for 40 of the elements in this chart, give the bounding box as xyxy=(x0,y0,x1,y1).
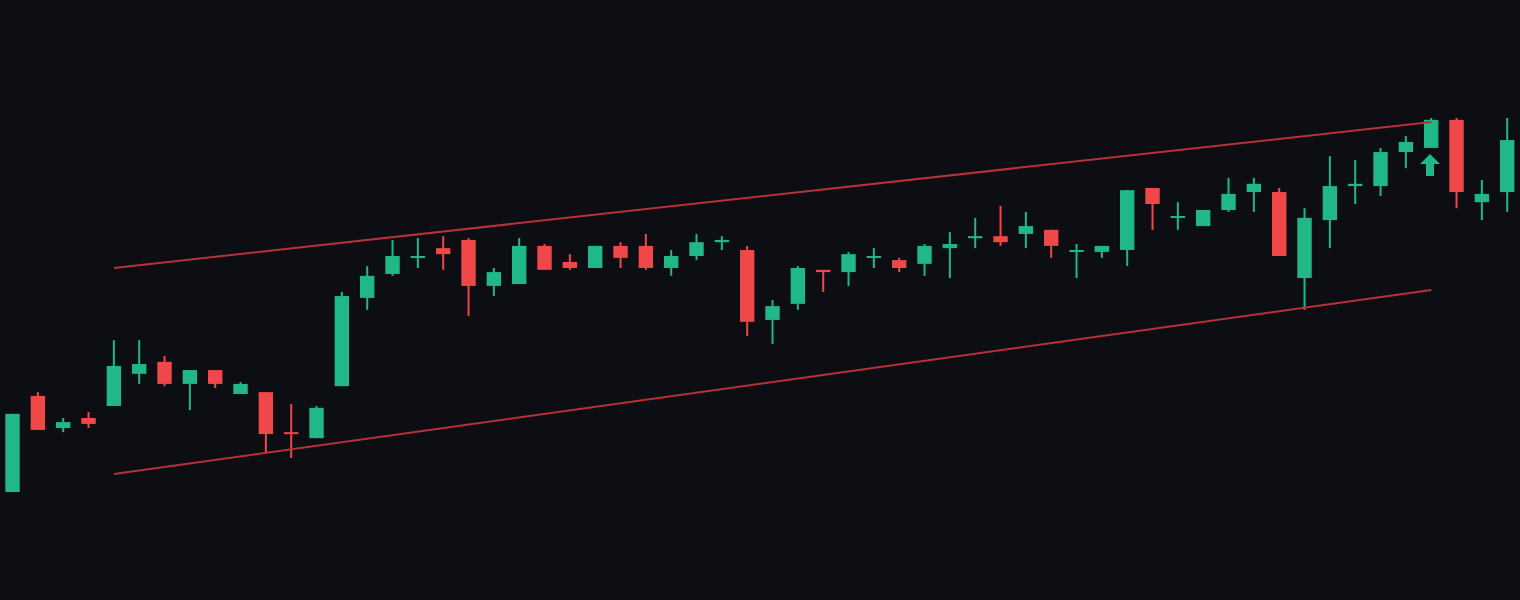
candlestick xyxy=(309,404,324,440)
candlestick xyxy=(613,241,628,269)
candlestick xyxy=(664,249,679,277)
candlestick xyxy=(512,237,527,286)
candlestick xyxy=(1322,155,1338,250)
candlestick xyxy=(1145,186,1160,231)
candlestick xyxy=(993,204,1008,247)
candlestick xyxy=(866,247,882,269)
candlestick xyxy=(258,391,274,453)
candlestick xyxy=(360,265,375,311)
candlestick xyxy=(1474,179,1490,222)
candlestick xyxy=(841,250,856,287)
candlestick xyxy=(638,232,654,271)
candlestick xyxy=(436,235,451,271)
candlestick xyxy=(917,243,932,277)
candlestick xyxy=(1044,228,1059,259)
candlestick xyxy=(942,231,958,280)
candlestick xyxy=(1018,210,1034,250)
candlestick xyxy=(968,216,983,250)
candlestick xyxy=(486,266,502,298)
candlestick xyxy=(410,237,426,269)
candlestick xyxy=(1069,243,1084,280)
candlestick xyxy=(385,238,400,277)
candlestick xyxy=(30,391,46,431)
candlestick xyxy=(461,237,476,317)
candlestick xyxy=(765,299,780,345)
candlestick xyxy=(537,243,552,271)
candlestick xyxy=(157,354,172,388)
candlestick xyxy=(182,369,198,412)
candlestick xyxy=(1398,134,1414,170)
candlestick xyxy=(1373,146,1388,198)
candlestick xyxy=(790,265,806,311)
candlestick xyxy=(106,339,122,407)
candlestick xyxy=(1424,118,1439,149)
candlestick xyxy=(1170,201,1186,231)
candlestick xyxy=(284,403,299,459)
candlestick xyxy=(689,232,704,262)
candlestick xyxy=(132,339,147,385)
candlestick xyxy=(1221,176,1236,213)
candlestick xyxy=(1246,176,1262,213)
